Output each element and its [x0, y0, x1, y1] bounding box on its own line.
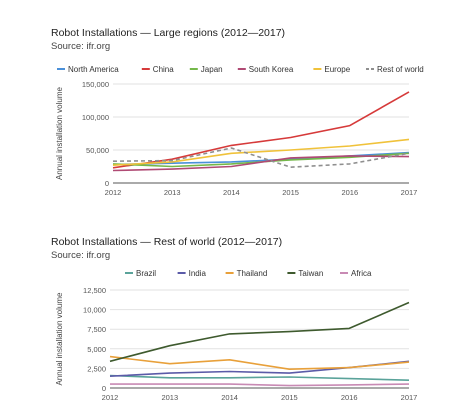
y-tick-label: 10,000	[83, 306, 106, 315]
y-axis-label: Annual installation volume	[55, 292, 64, 385]
legend-entry: Brazil	[125, 269, 156, 278]
legend-label: India	[189, 269, 207, 278]
series-line	[110, 383, 410, 387]
legend-entry: Thailand	[225, 269, 268, 278]
legend-entry: Africa	[340, 269, 372, 278]
y-axis-label: Annual installation volume	[55, 86, 64, 179]
legend-label: Brazil	[136, 269, 156, 278]
legend-label: Europe	[324, 65, 350, 74]
y-tick-label: 5,000	[87, 345, 106, 354]
x-tick-label: 2013	[161, 393, 178, 402]
legend-entry: China	[141, 65, 174, 74]
chart-rest-of-world: Robot Installations — Rest of world (201…	[0, 222, 456, 419]
series-line	[112, 155, 410, 172]
x-tick-label: 2013	[164, 188, 181, 197]
series-line	[112, 147, 410, 168]
x-tick-label: 2012	[102, 393, 119, 402]
legend-label: Thailand	[237, 269, 268, 278]
chart-title: Robot Installations — Large regions (201…	[51, 27, 286, 39]
legend-label: Japan	[201, 65, 223, 74]
x-tick-label: 2014	[221, 393, 238, 402]
legend-label: Rest of world	[377, 65, 424, 74]
legend-entry: India	[177, 269, 207, 278]
legend-entry: Taiwan	[287, 269, 323, 278]
series-line	[109, 301, 410, 363]
chart-subtitle: Source: ifr.org	[51, 41, 111, 52]
series-line	[112, 138, 410, 166]
y-tick-label: 100,000	[82, 113, 109, 122]
y-tick-label: 0	[102, 384, 106, 393]
y-tick-label: 50,000	[86, 146, 109, 155]
x-tick-label: 2014	[223, 188, 240, 197]
chart-large-regions: Robot Installations — Large regions (201…	[0, 0, 456, 205]
x-tick-label: 2016	[341, 393, 358, 402]
legend-label: South Korea	[249, 65, 294, 74]
y-tick-label: 2,500	[87, 364, 106, 373]
series-line	[109, 374, 410, 381]
legend-label: North America	[68, 65, 119, 74]
y-tick-label: 12,500	[83, 286, 106, 295]
legend-label: Taiwan	[298, 269, 323, 278]
chart-title: Robot Installations — Rest of world (201…	[51, 236, 283, 248]
legend-entry: North America	[57, 65, 119, 74]
x-tick-label: 2017	[401, 393, 418, 402]
legend-entry: Rest of world	[366, 65, 424, 74]
legend-label: China	[153, 65, 174, 74]
series-line	[109, 355, 410, 370]
legend-entry: South Korea	[237, 65, 294, 74]
x-tick-label: 2017	[401, 188, 418, 197]
chart-subtitle: Source: ifr.org	[51, 250, 111, 261]
x-tick-label: 2015	[282, 188, 299, 197]
y-tick-label: 150,000	[82, 80, 109, 89]
legend-entry: Europe	[313, 65, 351, 74]
x-tick-label: 2015	[281, 393, 298, 402]
x-tick-label: 2016	[341, 188, 358, 197]
chart-rest-of-world-plot: Brazil India Thailand Taiwan Africa 0 2,500 5,0…	[55, 269, 418, 402]
y-tick-label: 0	[105, 179, 109, 188]
legend-entry: Japan	[189, 65, 223, 74]
chart-large-regions-plot: North America China Japan South Korea Europe…	[55, 65, 424, 197]
legend-label: Africa	[351, 269, 372, 278]
y-tick-label: 7,500	[87, 325, 106, 334]
x-tick-label: 2012	[105, 188, 122, 197]
